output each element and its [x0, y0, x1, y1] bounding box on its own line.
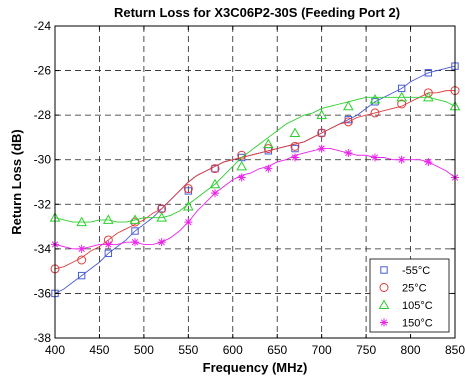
square-marker: [317, 129, 326, 137]
square-marker: [157, 205, 166, 213]
square-marker: [211, 164, 219, 173]
legend-label: 25°C: [402, 283, 427, 295]
star-marker: [424, 157, 433, 166]
triangle-marker: [236, 160, 248, 171]
star-marker: [317, 144, 326, 153]
y-tick-label: -30: [34, 153, 52, 167]
x-tick-label: 400: [45, 343, 65, 357]
triangle-marker: [129, 214, 141, 224]
circle-marker: [317, 128, 327, 138]
y-tick-label: -24: [34, 19, 52, 33]
star-marker: [397, 155, 406, 164]
legend-item: 105°C: [378, 299, 433, 312]
y-tick-label: -38: [34, 331, 52, 345]
circle-marker: [343, 117, 353, 127]
triangle-marker: [102, 214, 114, 224]
legend-label: 105°C: [402, 300, 433, 312]
legend-label: 150°C: [402, 318, 433, 330]
star-marker: [211, 189, 219, 198]
triangle-marker: [182, 200, 194, 211]
square-marker: [104, 249, 113, 258]
star-marker: [237, 173, 246, 182]
triangle-marker: [396, 91, 408, 102]
y-tick-label: -34: [34, 242, 52, 256]
chart-title: Return Loss for X3C06P2-30S (Feeding Por…: [114, 5, 400, 20]
star-marker: [104, 240, 113, 249]
star-marker: [380, 318, 388, 327]
square-marker: [380, 266, 388, 274]
x-axis-label: Frequency (MHz): [203, 360, 308, 375]
x-tick-label: 800: [401, 343, 421, 357]
circle-marker: [290, 141, 300, 151]
series-2: [49, 91, 461, 227]
square-marker: [131, 227, 139, 235]
circle-marker: [183, 184, 193, 194]
star-marker: [291, 153, 299, 162]
triangle-marker: [289, 127, 301, 137]
star-marker: [264, 164, 273, 173]
circle-marker: [237, 150, 247, 160]
x-tick-label: 850: [445, 343, 465, 357]
circle-marker: [77, 255, 87, 265]
x-tick-label: 450: [89, 343, 109, 357]
plot-frame: [54, 25, 456, 339]
star-marker: [344, 149, 353, 158]
triangle-marker: [369, 94, 381, 104]
triangle-marker: [262, 138, 274, 149]
legend-item: 25°C: [379, 283, 427, 295]
star-marker: [371, 153, 379, 162]
x-tick-label: 650: [267, 343, 287, 357]
circle-marker: [210, 164, 220, 174]
circle-marker: [397, 99, 407, 109]
square-marker: [371, 98, 379, 106]
star-marker: [184, 218, 193, 227]
circle-marker: [370, 108, 380, 118]
triangle-marker: [378, 299, 390, 309]
x-tick-label: 600: [223, 343, 243, 357]
y-tick-label: -32: [34, 197, 52, 211]
triangle-marker: [209, 178, 221, 189]
y-tick-label: -26: [34, 64, 52, 78]
legend-box: [369, 258, 450, 333]
triangle-marker: [342, 100, 354, 111]
plot-series: [49, 62, 461, 298]
x-tick-label: 750: [356, 343, 376, 357]
x-tick-label: 550: [178, 343, 198, 357]
circle-marker: [263, 144, 273, 154]
legend-item: 150°C: [380, 318, 433, 330]
triangle-marker: [156, 212, 168, 222]
x-tick-label: 700: [312, 343, 332, 357]
triangle-marker: [76, 216, 88, 227]
legend-label: -55°C: [402, 265, 430, 277]
star-marker: [77, 244, 86, 253]
square-marker: [397, 84, 406, 93]
series-1: [50, 86, 460, 274]
star-marker: [157, 238, 166, 247]
star-marker: [131, 238, 139, 247]
series-line: [54, 148, 456, 250]
circle-marker: [379, 283, 389, 292]
triangle-marker: [422, 91, 434, 102]
y-axis-label: Return Loss (dB): [9, 129, 24, 234]
triangle-marker: [316, 109, 328, 120]
x-tick-label: 500: [134, 343, 154, 357]
circle-marker: [423, 88, 433, 98]
series-line: [54, 90, 455, 270]
legend: -55°C 25°C 105°C 150°C: [369, 258, 450, 333]
y-tick-label: -36: [34, 286, 52, 300]
y-tick-label: -28: [34, 108, 52, 122]
square-marker: [424, 69, 433, 77]
series-line: [54, 96, 456, 223]
axis-ticks: 400 450 500 550 600 650 700 750 800 850 -38 -36 -34 -…: [34, 19, 465, 357]
legend-item: -55°C: [380, 265, 430, 277]
square-marker: [77, 271, 86, 280]
